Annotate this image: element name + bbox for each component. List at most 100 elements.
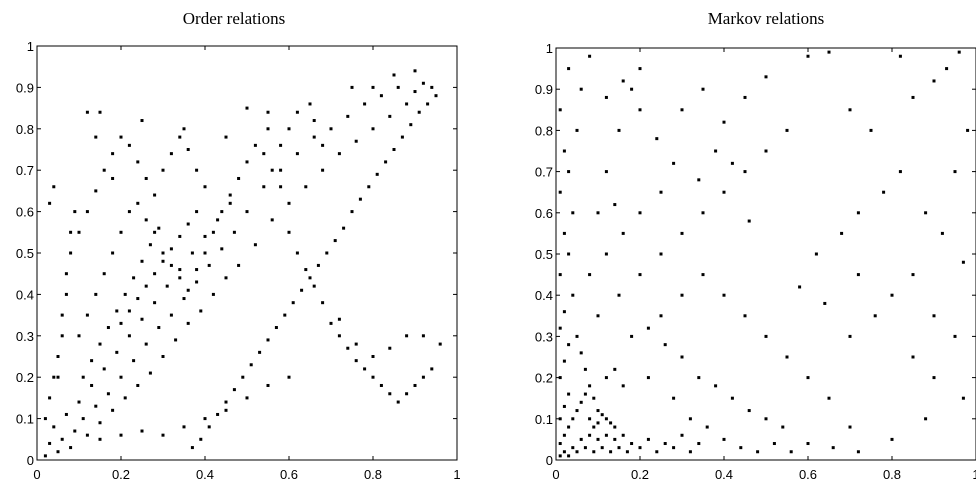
scatter-point: [90, 359, 94, 363]
scatter-point: [98, 110, 102, 114]
scatter-point: [798, 285, 802, 289]
scatter-point: [680, 355, 684, 359]
scatter-point: [932, 376, 936, 380]
scatter-point: [562, 359, 566, 363]
scatter-point: [136, 297, 140, 301]
scatter-point: [136, 383, 140, 387]
scatter-point: [220, 210, 224, 214]
y-tick-label: 0.9: [16, 80, 34, 95]
scatter-point: [600, 446, 604, 450]
scatter-point: [571, 211, 575, 215]
scatter-point: [558, 454, 562, 458]
scatter-point: [625, 450, 629, 454]
y-tick-label: 0.8: [535, 123, 553, 138]
scatter-point: [831, 446, 835, 450]
scatter-point: [98, 342, 102, 346]
y-tick-label: 0: [27, 453, 34, 468]
y-tick-label: 0.4: [535, 288, 553, 303]
scatter-point: [739, 446, 743, 450]
scatter-point: [69, 251, 73, 255]
scatter-point: [169, 263, 173, 267]
scatter-point: [701, 273, 705, 277]
scatter-point: [186, 321, 190, 325]
scatter-point: [697, 178, 701, 182]
scatter-point: [604, 252, 608, 256]
scatter-point: [203, 234, 207, 238]
scatter-point: [216, 412, 220, 416]
x-tick-label: 1: [453, 467, 460, 482]
scatter-point: [186, 222, 190, 226]
y-tick-label: 0.6: [535, 206, 553, 221]
scatter-point: [165, 284, 169, 288]
scatter-point: [90, 383, 94, 387]
scatter-point: [245, 210, 249, 214]
scatter-point: [94, 135, 98, 139]
scatter-point: [827, 396, 831, 400]
scatter-point: [630, 87, 634, 91]
scatter-point: [646, 437, 650, 441]
scatter-point: [329, 321, 333, 325]
scatter-point: [575, 409, 579, 413]
scatter-point: [579, 351, 583, 355]
scatter-point: [567, 67, 571, 71]
y-tick-label: 0: [546, 453, 553, 468]
scatter-point: [174, 338, 178, 342]
scatter-point: [144, 284, 148, 288]
scatter-point: [680, 108, 684, 112]
scatter-point: [388, 114, 392, 118]
x-tick-label: 0.8: [364, 467, 382, 482]
scatter-point: [85, 433, 89, 437]
scatter-point: [592, 396, 596, 400]
scatter-point: [613, 367, 617, 371]
scatter-point: [312, 119, 316, 123]
scatter-point: [43, 417, 47, 421]
scatter-point: [52, 425, 56, 429]
scatter-point: [224, 408, 228, 412]
scatter-point: [203, 417, 207, 421]
scatter-point: [882, 190, 886, 194]
scatter-point: [85, 110, 89, 114]
scatter-point: [224, 135, 228, 139]
chart-markov-relations: Markov relations 00.20.40.60.81 00.10.20…: [535, 9, 976, 482]
scatter-point: [613, 203, 617, 207]
scatter-point: [371, 127, 375, 131]
scatter-point: [588, 433, 592, 437]
scatter-point: [409, 123, 413, 127]
scatter-point: [588, 54, 592, 58]
scatter-point: [579, 437, 583, 441]
scatter-point: [182, 425, 186, 429]
scatter-point: [722, 437, 726, 441]
scatter-point: [325, 251, 329, 255]
scatter-point: [961, 260, 965, 264]
scatter-point: [161, 259, 165, 263]
scatter-point: [609, 421, 613, 425]
scatter-point: [119, 230, 123, 234]
x-tick-label: 0.4: [196, 467, 214, 482]
scatter-point: [785, 128, 789, 132]
scatter-point: [567, 454, 571, 458]
scatter-point: [613, 425, 617, 429]
scatter-point: [60, 437, 64, 441]
scatter-point: [195, 268, 199, 272]
scatter-point: [73, 429, 77, 433]
scatter-point: [388, 346, 392, 350]
scatter-point: [764, 149, 768, 153]
scatter-point: [575, 128, 579, 132]
scatter-point: [287, 230, 291, 234]
y-tick-label: 0.5: [16, 246, 34, 261]
scatter-point: [94, 189, 98, 193]
scatter-point: [688, 450, 692, 454]
scatter-point: [144, 176, 148, 180]
scatter-point: [911, 355, 915, 359]
scatter-point: [169, 313, 173, 317]
scatter-point: [680, 231, 684, 235]
scatter-point: [646, 376, 650, 380]
scatter-point: [558, 108, 562, 112]
scatter-point: [308, 102, 312, 106]
scatter-point: [617, 446, 621, 450]
scatter-point: [161, 433, 165, 437]
scatter-point: [953, 170, 957, 174]
scatter-point: [43, 454, 47, 458]
scatter-point: [722, 293, 726, 297]
scatter-point: [701, 87, 705, 91]
